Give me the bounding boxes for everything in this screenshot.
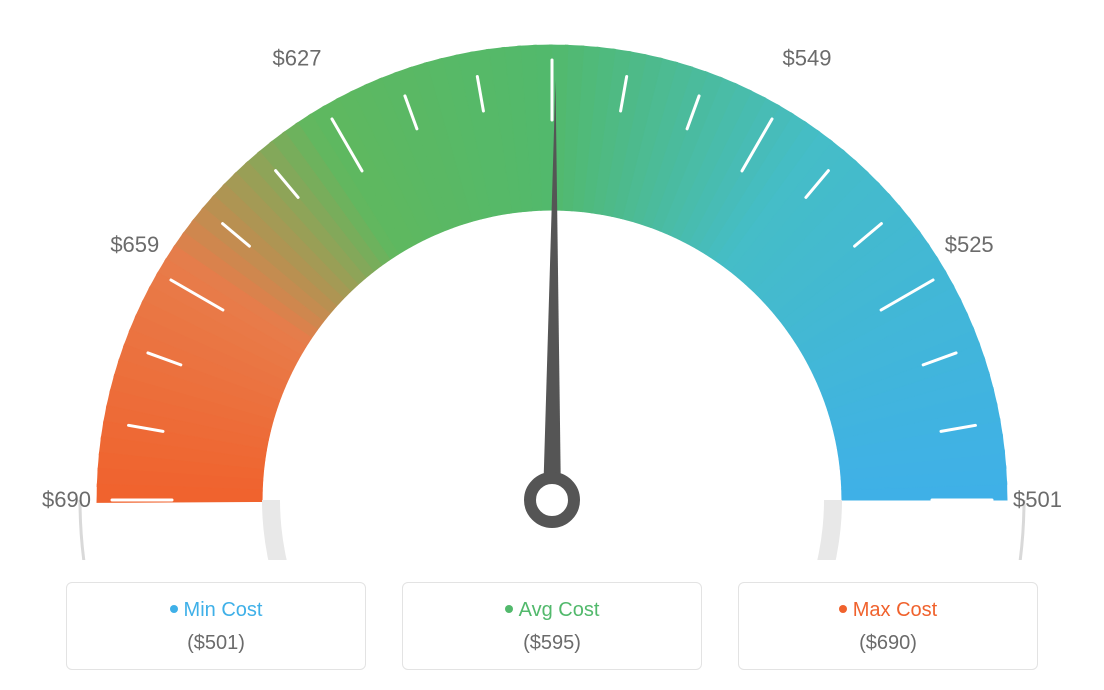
tick-label: $659 <box>110 232 159 257</box>
legend-dot-avg <box>505 605 513 613</box>
tick-label: $525 <box>945 232 994 257</box>
legend-title-text: Max Cost <box>853 599 937 621</box>
tick-label: $690 <box>42 487 91 512</box>
legend-value-min: ($501) <box>77 632 355 655</box>
legend-title-min: Min Cost <box>77 599 355 622</box>
legend-title-text: Avg Cost <box>519 599 600 621</box>
tick-label: $627 <box>273 45 322 70</box>
needle-hub <box>530 478 574 522</box>
legend-dot-max <box>839 605 847 613</box>
tick-label: $595 <box>528 0 577 2</box>
tick-label: $501 <box>1013 487 1062 512</box>
legend-title-avg: Avg Cost <box>413 599 691 622</box>
tick-label: $549 <box>783 45 832 70</box>
legend-row: Min Cost ($501) Avg Cost ($595) Max Cost… <box>0 582 1104 670</box>
legend-title-max: Max Cost <box>749 599 1027 622</box>
legend-dot-min <box>170 605 178 613</box>
legend-value-avg: ($595) <box>413 632 691 655</box>
legend-value-max: ($690) <box>749 632 1027 655</box>
legend-card-min: Min Cost ($501) <box>66 582 366 670</box>
legend-title-text: Min Cost <box>184 599 263 621</box>
gauge-svg: $501 $525 $549 $595 $627 $659 $690 <box>0 0 1104 560</box>
legend-card-max: Max Cost ($690) <box>738 582 1038 670</box>
legend-card-avg: Avg Cost ($595) <box>402 582 702 670</box>
gauge-chart: $501 $525 $549 $595 $627 $659 $690 <box>0 0 1104 560</box>
